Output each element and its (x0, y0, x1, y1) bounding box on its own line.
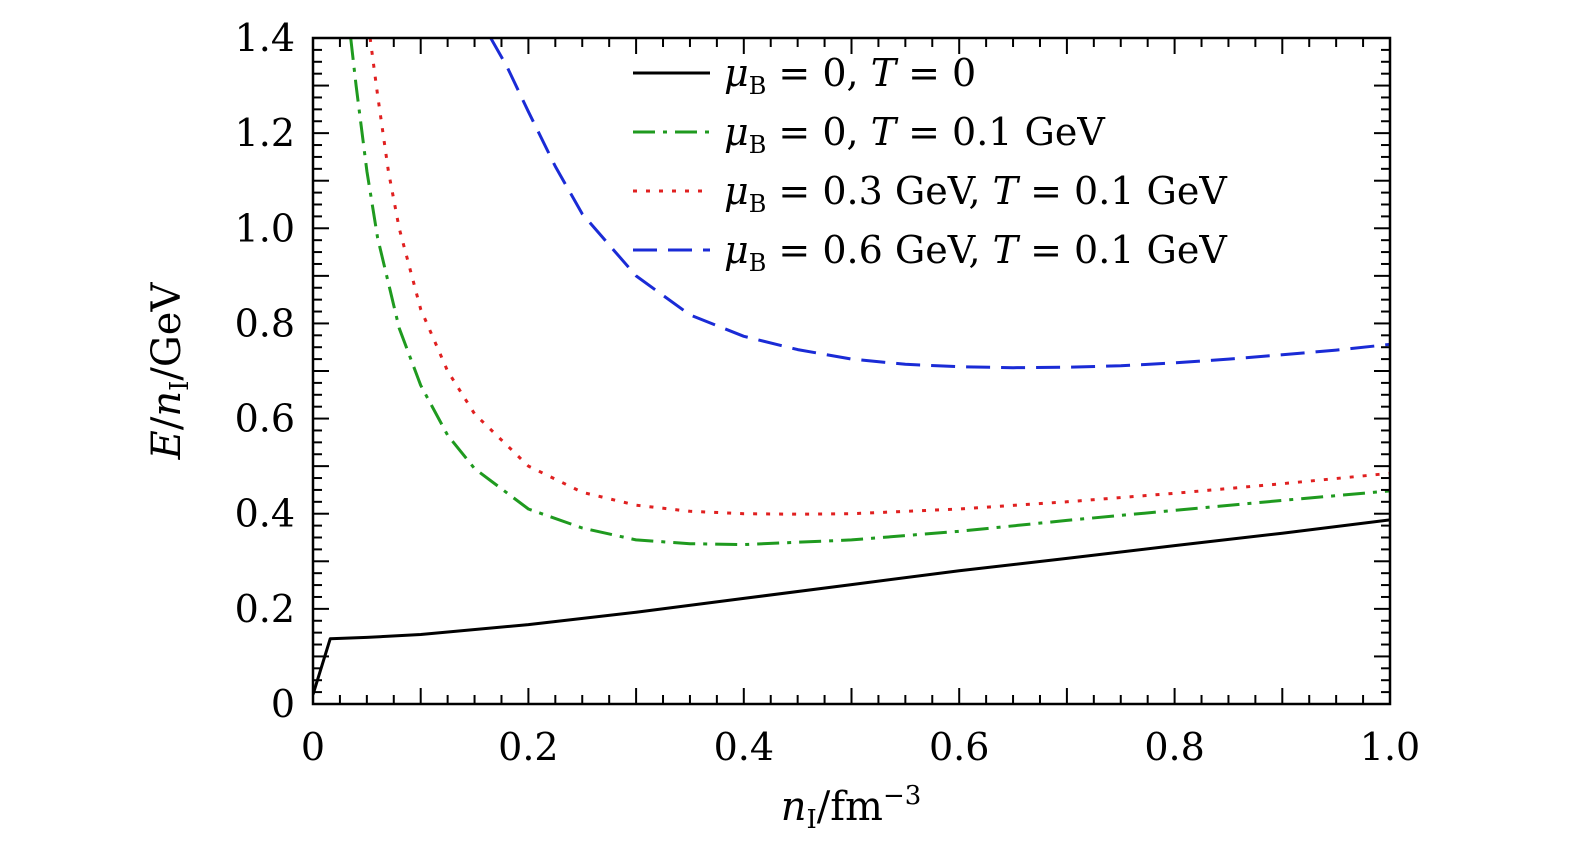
series-layer (313, 38, 1390, 695)
y-tick-label: 0.2 (235, 587, 295, 631)
x-tick-label: 0.2 (498, 725, 558, 769)
legend-label-2: μB = 0, T = 0.1 GeV (724, 110, 1105, 159)
y-axis-label: E/nI/GeV (144, 282, 195, 461)
series-line-3 (368, 38, 1390, 516)
y-tick-label: 0.4 (235, 492, 295, 536)
series-line-1 (313, 518, 1390, 695)
series-line-2 (349, 38, 1390, 547)
tick-labels-layer: 0 0.2 0.4 0.6 0.8 1.0 0 0.2 0.4 0.6 0.8 1.0 1.2 1.4 (235, 16, 1421, 769)
y-tick-label: 1.4 (235, 16, 295, 60)
x-tick-label: 0.6 (929, 725, 989, 769)
y-tick-label: 1.2 (235, 111, 295, 155)
x-tick-label: 0 (301, 725, 325, 769)
ticks-layer (312, 37, 1391, 705)
x-tick-label: 0.8 (1144, 725, 1204, 769)
legend-label-1: μB = 0, T = 0 (724, 51, 976, 100)
y-tick-label: 1.0 (235, 206, 295, 250)
x-tick-label: 0.4 (714, 725, 774, 769)
legend-label-4: μB = 0.6 GeV, T = 0.1 GeV (724, 228, 1227, 277)
legend: μB = 0, T = 0 μB = 0, T = 0.1 GeV μB = 0.3… (633, 51, 1227, 277)
y-tick-label: 0.8 (235, 301, 295, 345)
y-tick-label: 0.6 (235, 397, 295, 441)
x-tick-label: 1.0 (1360, 725, 1420, 769)
y-tick-label: 0 (271, 682, 295, 726)
legend-label-3: μB = 0.3 GeV, T = 0.1 GeV (724, 169, 1227, 218)
x-axis-label: nI/fm−3 (781, 781, 922, 835)
series-line-4 (489, 38, 1390, 370)
